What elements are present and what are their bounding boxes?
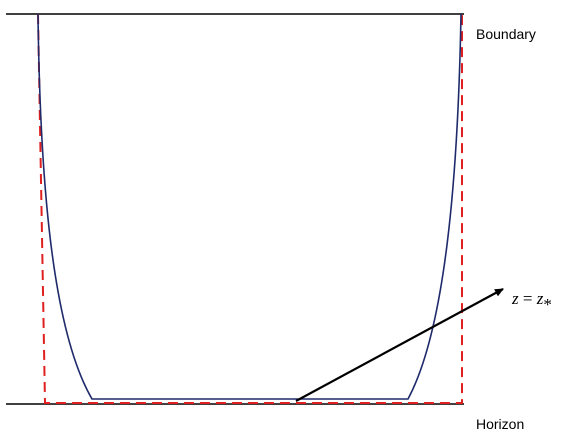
annotation-arrow: [295, 288, 504, 402]
u-shaped-curve: [37, 13, 462, 400]
dashed-red-outline: [37, 13, 463, 404]
annotation-z-left: z: [511, 289, 519, 308]
horizon-label: Horizon: [476, 416, 524, 432]
annotation-label: z = z*: [511, 289, 552, 314]
annotation-star-subscript: *: [543, 295, 552, 314]
annotation-z-right: z: [536, 289, 544, 308]
annotation-equals: =: [519, 289, 537, 308]
boundary-label: Boundary: [476, 26, 536, 42]
